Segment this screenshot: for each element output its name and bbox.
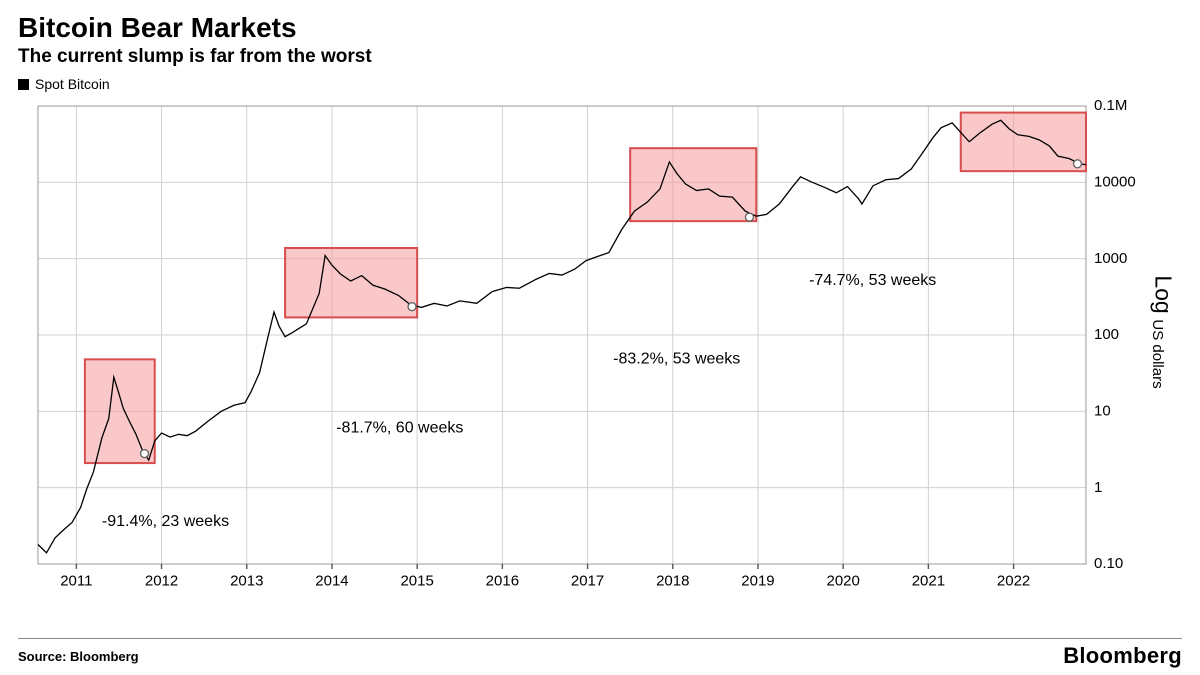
legend-swatch-icon [18,79,29,90]
log-scale-label: Log [1149,270,1176,320]
price-chart-canvas [18,94,1182,614]
legend: Spot Bitcoin [18,76,1182,92]
legend-label: Spot Bitcoin [35,76,110,92]
y-axis-label: US dollars [1149,319,1166,388]
source-text: Source: Bloomberg [18,649,139,664]
chart-area: Log US dollars [18,94,1182,614]
chart-title: Bitcoin Bear Markets [18,12,1182,44]
brand-logo: Bloomberg [1063,643,1182,669]
footer: Source: Bloomberg Bloomberg [18,638,1182,669]
chart-subtitle: The current slump is far from the worst [18,46,1182,68]
